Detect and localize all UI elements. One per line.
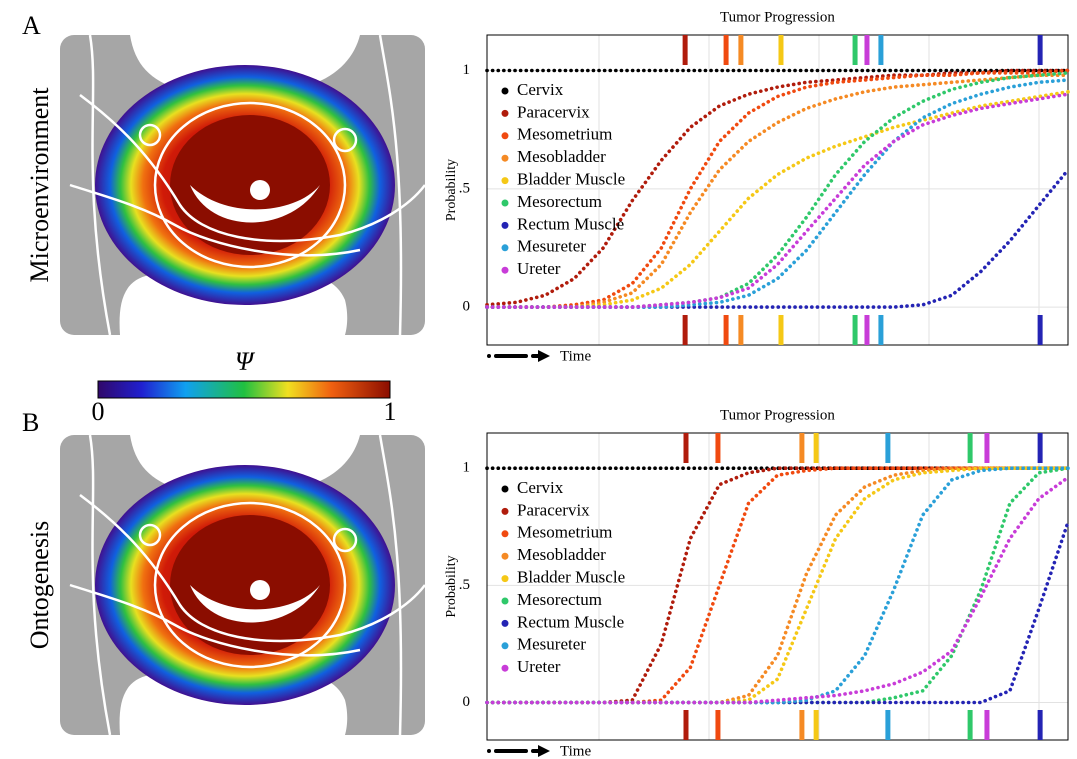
series-marker-top xyxy=(885,433,891,463)
legend-label: Mesorectum xyxy=(517,590,602,609)
legend-swatch xyxy=(501,87,509,95)
legend-swatch xyxy=(501,199,509,207)
series-marker-top xyxy=(984,433,990,463)
x-axis-label: Time xyxy=(560,348,591,364)
legend-swatch xyxy=(501,619,509,627)
panel-label: B xyxy=(22,408,39,437)
legend-swatch xyxy=(501,154,509,162)
series-marker-top xyxy=(778,35,784,65)
colorbar xyxy=(97,380,391,399)
y-tick-label: 1 xyxy=(463,460,471,476)
series-marker-bottom xyxy=(715,710,721,740)
series-marker-top xyxy=(682,35,688,65)
series-marker-top xyxy=(852,35,858,65)
y-tick-label: .5 xyxy=(459,577,470,593)
y-tick-label: 0 xyxy=(463,299,471,315)
legend-label: Paracervix xyxy=(517,102,590,121)
series-marker-top xyxy=(723,35,729,65)
colorbar-tick-label: 1 xyxy=(384,397,397,426)
panel-label: A xyxy=(22,11,41,40)
legend-label: Rectum Muscle xyxy=(517,612,624,631)
series-marker-bottom xyxy=(813,710,819,740)
chart-title: Tumor Progression xyxy=(720,407,835,423)
legend-swatch xyxy=(501,642,509,650)
legend-swatch xyxy=(501,266,509,274)
colorbar-label: Ψ xyxy=(235,347,256,376)
time-arrowhead xyxy=(538,745,550,757)
y-tick-label: 1 xyxy=(463,62,471,78)
legend-label: Cervix xyxy=(517,478,564,497)
legend-swatch xyxy=(501,109,509,117)
y-axis-label: Probability xyxy=(444,159,459,221)
series-marker-bottom xyxy=(738,315,744,345)
legend-label: Paracervix xyxy=(517,500,590,519)
legend-label: Ureter xyxy=(517,657,561,676)
legend-swatch xyxy=(501,244,509,252)
series-marker-top xyxy=(967,433,973,463)
series-marker-bottom xyxy=(682,315,688,345)
series-marker-bottom xyxy=(1037,710,1043,740)
plot-frame xyxy=(486,432,1069,741)
series-marker-top xyxy=(799,433,805,463)
series-marker-top xyxy=(738,35,744,65)
image-label: Microenvironment xyxy=(25,87,54,283)
series-marker-bottom xyxy=(852,315,858,345)
series-curve xyxy=(485,475,1070,705)
legend-swatch xyxy=(501,664,509,672)
legend-swatch xyxy=(501,221,509,229)
image-label: Ontogenesis xyxy=(25,521,54,650)
series-marker-top xyxy=(1037,433,1043,463)
legend-label: Rectum Muscle xyxy=(517,214,624,233)
legend-label: Cervix xyxy=(517,80,564,99)
series-marker-top xyxy=(715,433,721,463)
legend-label: Mesobladder xyxy=(517,147,606,166)
series-marker-bottom xyxy=(1037,315,1043,345)
legend-swatch xyxy=(501,485,509,493)
series-marker-top xyxy=(683,433,689,463)
plot-frame xyxy=(486,34,1069,346)
legend-swatch xyxy=(501,177,509,185)
y-tick-label: 0 xyxy=(463,694,471,710)
series-marker-bottom xyxy=(799,710,805,740)
legend-label: Mesorectum xyxy=(517,192,602,211)
legend-swatch xyxy=(501,575,509,583)
series-marker-bottom xyxy=(878,315,884,345)
series-marker-bottom xyxy=(723,315,729,345)
legend-swatch xyxy=(501,507,509,515)
ontogenesis-image xyxy=(60,435,425,735)
time-arrowhead xyxy=(538,350,550,362)
legend-label: Ureter xyxy=(517,259,561,278)
y-tick-label: .5 xyxy=(459,180,470,196)
x-axis-label: Time xyxy=(560,743,591,759)
series-marker-bottom xyxy=(778,315,784,345)
series-marker-top xyxy=(813,433,819,463)
legend-swatch xyxy=(501,552,509,560)
microenvironment-image xyxy=(60,35,425,335)
series-marker-top xyxy=(864,35,870,65)
series-marker-bottom xyxy=(885,710,891,740)
series-curve xyxy=(485,92,1070,309)
series-marker-top xyxy=(878,35,884,65)
colorbar-tick-label: 0 xyxy=(92,397,105,426)
legend-swatch xyxy=(501,530,509,538)
legend-swatch xyxy=(501,597,509,605)
legend-label: Mesometrium xyxy=(517,125,612,144)
legend-swatch xyxy=(501,132,509,140)
legend-label: Bladder Muscle xyxy=(517,170,625,189)
legend-label: Mesometrium xyxy=(517,523,612,542)
series-marker-bottom xyxy=(967,710,973,740)
series-curve xyxy=(485,68,1070,309)
series-marker-bottom xyxy=(864,315,870,345)
series-marker-bottom xyxy=(984,710,990,740)
y-axis-label: Probability xyxy=(444,555,459,617)
legend-label: Mesobladder xyxy=(517,545,606,564)
legend-label: Mesureter xyxy=(517,237,586,256)
legend-label: Mesureter xyxy=(517,635,586,654)
chart-title: Tumor Progression xyxy=(720,9,835,25)
series-marker-bottom xyxy=(683,710,689,740)
legend-label: Bladder Muscle xyxy=(517,568,625,587)
series-marker-top xyxy=(1037,35,1043,65)
